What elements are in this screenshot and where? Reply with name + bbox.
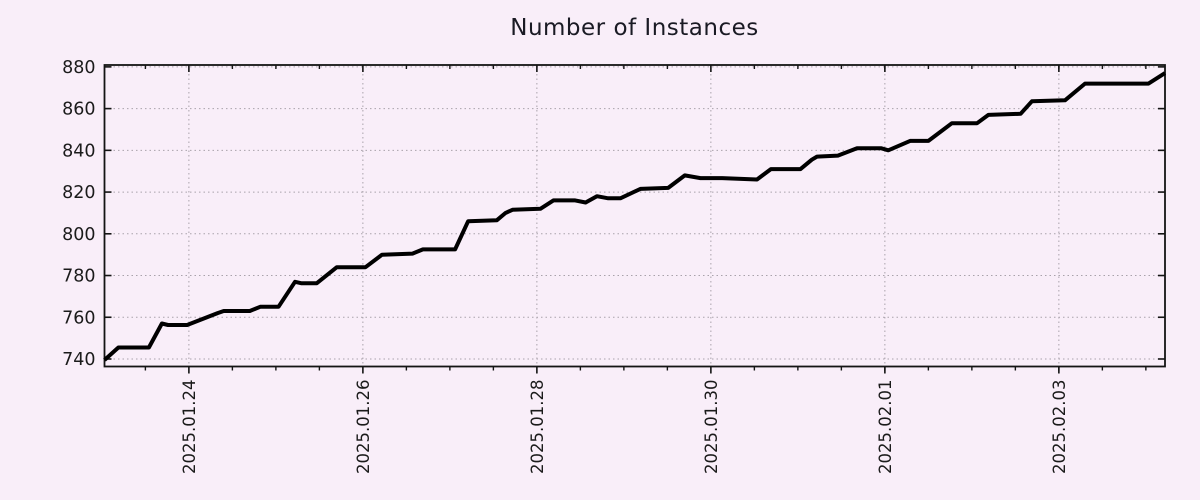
plot-border bbox=[103, 64, 1166, 368]
chart-title: Number of Instances bbox=[510, 15, 759, 41]
series-line-instances bbox=[103, 71, 1167, 362]
x-tick-label: 2025.02.01 bbox=[876, 380, 895, 474]
x-tick-label: 2025.01.26 bbox=[354, 380, 373, 474]
x-tick-label: 2025.01.30 bbox=[702, 380, 721, 474]
y-tick-label: 880 bbox=[62, 58, 95, 78]
x-tick-label: 2025.01.28 bbox=[528, 380, 547, 474]
y-tick-label: 820 bbox=[62, 183, 95, 203]
y-tick-label: 780 bbox=[62, 267, 95, 287]
y-tick-label: 860 bbox=[62, 100, 95, 120]
y-tick-label: 840 bbox=[62, 141, 95, 161]
y-tick-label: 800 bbox=[62, 225, 95, 245]
x-tick-label: 2025.02.03 bbox=[1050, 380, 1069, 474]
x-tick-label: 2025.01.24 bbox=[180, 380, 199, 474]
y-tick-label: 760 bbox=[62, 308, 95, 328]
y-tick-label: 740 bbox=[62, 350, 95, 370]
